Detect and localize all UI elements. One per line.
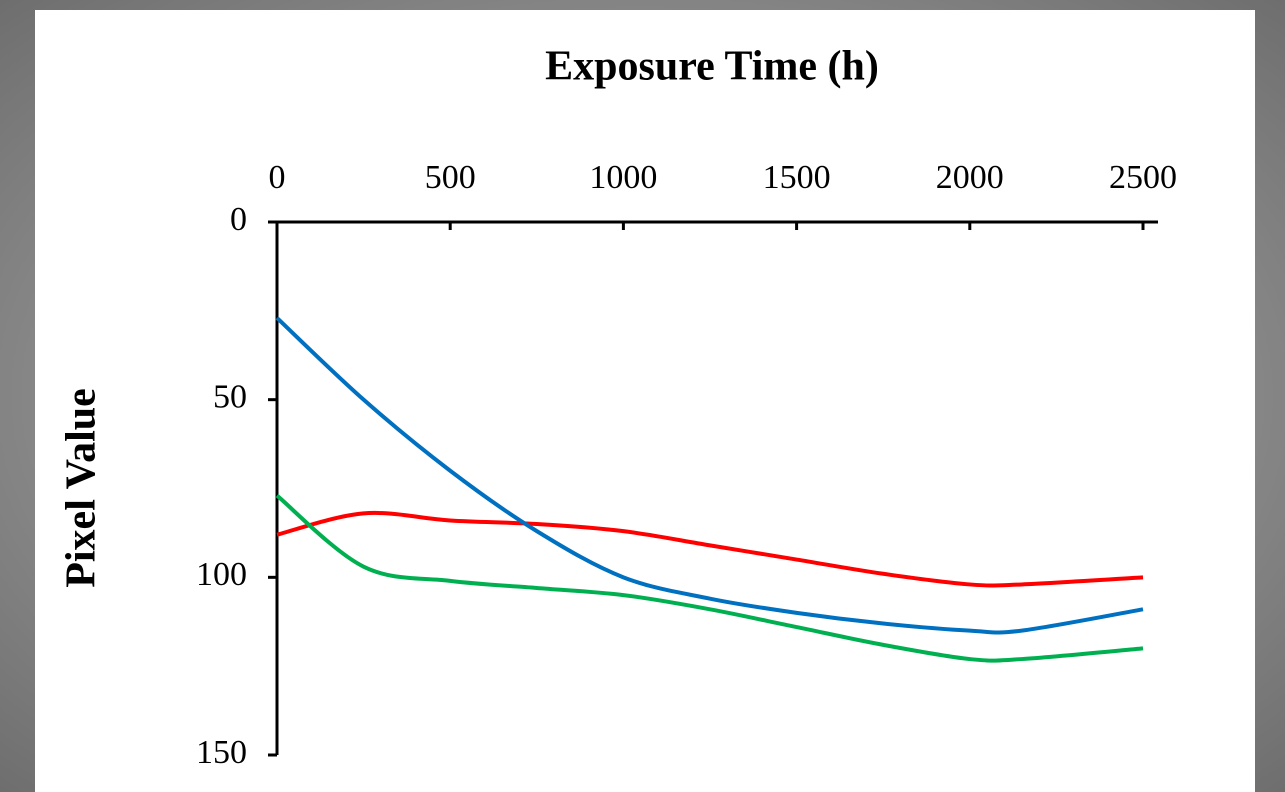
x-tick-label: 1000 (589, 159, 657, 196)
x-axis-title: Exposure Time (h) (545, 44, 879, 90)
y-axis-title: Pixel Value (59, 388, 105, 588)
page: Exposure Time (h) Pixel Value 0500100015… (0, 0, 1285, 792)
x-tick-label: 0 (269, 159, 286, 196)
y-tick-label: 150 (196, 734, 247, 771)
x-tick-label: 2500 (1109, 159, 1177, 196)
x-tick-label: 1500 (763, 159, 831, 196)
y-tick-label: 0 (230, 201, 247, 238)
y-tick-label: 50 (213, 378, 247, 415)
y-tick-label: 100 (196, 556, 247, 593)
x-tick-label: 500 (425, 159, 476, 196)
x-tick-label: 2000 (936, 159, 1004, 196)
chart: Exposure Time (h) Pixel Value 0500100015… (0, 0, 1285, 792)
